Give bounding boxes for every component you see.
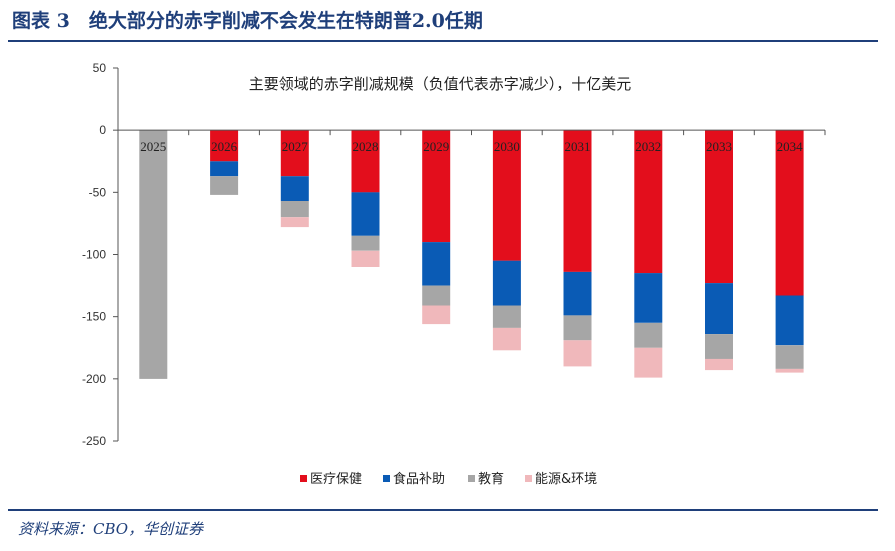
bar-segment-2026-s0	[210, 130, 239, 162]
bar-segment-2030-s2	[492, 305, 521, 328]
y-tick-label: -250	[82, 434, 106, 448]
bar-segment-2032-s0	[634, 130, 663, 274]
category-label-2031: 2031	[565, 139, 591, 154]
source-note: 资料来源：CBO，华创证券	[18, 520, 204, 538]
category-label-2027: 2027	[282, 139, 309, 154]
bar-segment-2031-s3	[563, 340, 592, 367]
bar-segment-2031-s0	[563, 130, 592, 272]
bar-segment-2034-s2	[775, 345, 804, 369]
bar-segment-2029-s0	[422, 130, 451, 243]
footer-rule	[8, 509, 878, 511]
bar-segment-2029-s3	[422, 305, 451, 325]
header-rule	[8, 40, 878, 42]
bar-segment-2030-s0	[492, 130, 521, 261]
bar-segment-2029-s1	[422, 242, 451, 286]
legend-swatch-0	[300, 475, 307, 482]
bar-segment-2026-s1	[210, 161, 239, 177]
y-tick-label: -150	[82, 310, 106, 324]
bar-segment-2028-s1	[351, 192, 380, 236]
bar-segment-2029-s2	[422, 285, 451, 306]
category-label-2028: 2028	[353, 139, 379, 154]
bars-group	[139, 130, 804, 379]
bar-segment-2034-s3	[775, 368, 804, 373]
legend-label-3: 能源&环境	[535, 472, 597, 487]
bar-segment-2032-s1	[634, 273, 663, 323]
legend-label-0: 医疗保健	[310, 472, 362, 487]
chart-title: 主要领域的赤字削减规模（负值代表赤字减少），十亿美元	[249, 75, 632, 93]
bar-segment-2034-s1	[775, 295, 804, 346]
category-label-2026: 2026	[211, 139, 238, 154]
bar-segment-2028-s3	[351, 250, 380, 267]
bar-segment-2034-s0	[775, 130, 804, 296]
y-tick-label: -200	[82, 372, 106, 386]
bar-segment-2027-s0	[280, 130, 309, 177]
category-label-2030: 2030	[494, 139, 520, 154]
bar-segment-2033-s2	[705, 334, 733, 359]
y-tick-label: -50	[89, 185, 107, 199]
bar-segment-2027-s1	[280, 176, 309, 202]
y-tick-label: 0	[99, 123, 106, 137]
legend-swatch-2	[468, 475, 475, 482]
legend: 医疗保健 食品补助 教育 能源&环境	[300, 471, 597, 487]
category-label-2025: 2025	[140, 139, 166, 154]
bar-segment-2033-s1	[705, 283, 733, 335]
bar-segment-2026-s2	[210, 176, 239, 195]
figure-title: 图表 3 绝大部分的赤字削减不会发生在特朗普2.0任期	[12, 10, 483, 32]
bar-segment-2028-s0	[351, 130, 380, 193]
legend-swatch-3	[525, 475, 532, 482]
legend-label-2: 教育	[478, 471, 504, 487]
bar-segment-2025-s2	[139, 130, 168, 379]
category-label-2029: 2029	[423, 139, 449, 154]
bar-segment-2027-s3	[280, 217, 309, 228]
category-label-2034: 2034	[777, 139, 804, 154]
legend-swatch-1	[383, 475, 390, 482]
category-label-2032: 2032	[635, 139, 661, 154]
bar-segment-2032-s3	[634, 347, 663, 378]
bar-segment-2033-s0	[705, 130, 733, 284]
bar-segment-2032-s2	[634, 322, 663, 348]
category-label-2033: 2033	[706, 139, 732, 154]
bar-segment-2031-s2	[563, 315, 592, 341]
axes-group: 2025 2026 2027 2028 2029 2030 2031 2032 2033 2034…	[82, 61, 826, 448]
bar-segment-2031-s1	[563, 271, 592, 316]
bar-segment-2033-s3	[705, 358, 733, 371]
y-tick-label: 50	[93, 61, 107, 75]
y-tick-label: -100	[82, 248, 106, 262]
bar-segment-2027-s2	[280, 201, 309, 218]
bar-segment-2030-s1	[492, 260, 521, 306]
legend-label-1: 食品补助	[393, 471, 445, 487]
bar-segment-2028-s2	[351, 235, 380, 251]
figure-header: 图表 3 绝大部分的赤字削减不会发生在特朗普2.0任期	[0, 0, 895, 40]
bar-segment-2030-s3	[492, 327, 521, 351]
